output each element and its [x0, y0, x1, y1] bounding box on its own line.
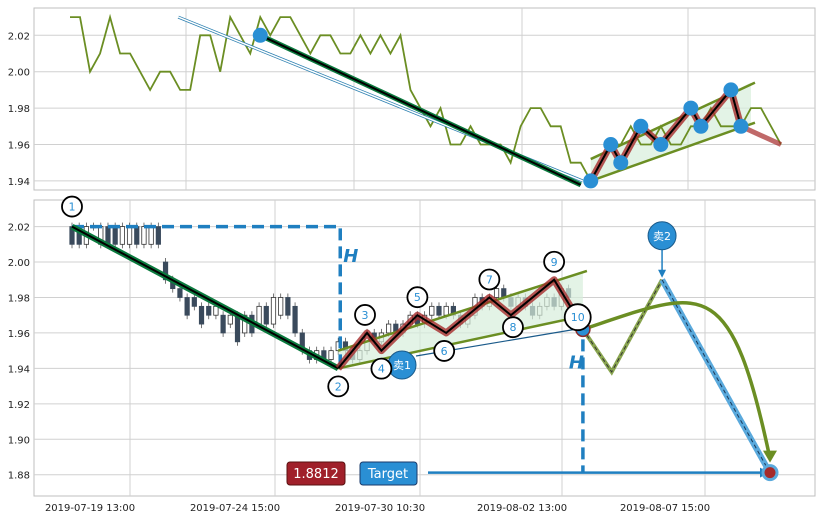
- sell2-badge: [647, 221, 677, 251]
- top-point-marker: [603, 137, 619, 152]
- h-label-top: H: [343, 246, 358, 267]
- candle-body: [134, 226, 140, 245]
- bottom-xtick-label: 2019-07-24 15:00: [190, 503, 280, 514]
- bottom-xtick-label: 2019-08-02 13:00: [477, 503, 567, 514]
- top-ytick-label: 1.96: [8, 141, 30, 152]
- target-point-marker: [761, 464, 779, 482]
- zigzag-label-text: 8: [509, 321, 516, 334]
- candle-body: [270, 297, 277, 325]
- candle-body: [177, 288, 183, 298]
- top-ytick-label: 2.02: [8, 31, 30, 42]
- candle-body: [263, 305, 269, 325]
- candle-body: [436, 305, 442, 316]
- zigzag-label-circle: [61, 195, 83, 218]
- bottom-ytick-label: 1.96: [8, 329, 30, 340]
- target-value-badge: [286, 461, 346, 486]
- zigzag-label-text: 5: [414, 291, 421, 304]
- candle-body: [493, 288, 500, 298]
- candle-body: [328, 350, 334, 360]
- top-downtrend-black: [259, 34, 582, 186]
- zigzag-label-circle: [327, 375, 350, 398]
- zigzag-label-circle: [433, 340, 456, 362]
- bottom-panel: 2.02 2.00 1.98 1.96 1.94 1.92 1.90 1.88 2019-07-…: [8, 195, 816, 514]
- projection-down-dash: [661, 279, 771, 474]
- candle-body: [278, 297, 284, 316]
- bottom-xtick-label: 2019-07-19 13:00: [45, 503, 135, 514]
- sell2-pointer-head: [658, 269, 667, 278]
- candle-body: [220, 314, 226, 334]
- zigzag-label-circle: [543, 250, 566, 273]
- candle-body: [443, 305, 449, 316]
- top-ytick-label: 1.98: [8, 104, 30, 115]
- bottom-ytick-label: 1.94: [8, 364, 30, 375]
- candle-body: [206, 305, 212, 316]
- candle-body: [191, 297, 197, 307]
- top-ytick-label: 1.94: [8, 177, 30, 188]
- zigzag-label-text: 9: [551, 256, 558, 269]
- zigzag-label-text: 7: [486, 273, 493, 286]
- zigzag-label-circle: [354, 304, 376, 326]
- bottom-ytick-label: 1.98: [8, 293, 30, 304]
- top-point-marker: [683, 100, 699, 116]
- candle-body: [126, 226, 133, 245]
- zigzag-label-text: 2: [335, 380, 342, 393]
- candle-body: [141, 226, 147, 245]
- candle-body: [155, 226, 161, 245]
- bottom-ytick-label: 2.00: [8, 258, 30, 269]
- zigzag-label-circle: [406, 286, 429, 309]
- candle-body: [112, 226, 118, 245]
- zigzag-label-text: 3: [362, 309, 369, 322]
- candle-body: [256, 305, 262, 325]
- zigzag-label-text: 1: [69, 201, 76, 214]
- zigzag-label-circle: [563, 303, 592, 332]
- top-point-marker: [693, 118, 709, 134]
- target-value-text: 1.8812: [293, 467, 339, 482]
- sell2-label: 卖2: [653, 230, 671, 243]
- candle-body: [148, 226, 154, 245]
- candle-body: [234, 314, 241, 343]
- zigzag-label-circle: [502, 316, 524, 339]
- zigzag-label-circle: [478, 268, 501, 291]
- candle-body: [184, 297, 190, 316]
- top-point-marker: [252, 27, 268, 43]
- top-point-marker: [613, 155, 629, 171]
- h-label-bottom: H: [569, 352, 584, 373]
- top-ytick-label: 2.00: [8, 68, 30, 79]
- bottom-ytick-label: 1.92: [8, 400, 30, 411]
- zigzag-label-text: 6: [441, 345, 448, 358]
- zigzag-label-text: 10: [571, 311, 585, 324]
- top-panel: 2.02 2.00 1.98 1.96 1.94: [8, 7, 816, 191]
- candle-body: [213, 305, 219, 316]
- zigzag-label-circle: [370, 357, 393, 380]
- top-point-marker: [653, 137, 669, 152]
- candle-body: [227, 314, 233, 325]
- top-point-marker: [633, 118, 649, 134]
- bottom-downtrend-black: [71, 225, 339, 370]
- candle-body: [285, 297, 291, 316]
- bottom-xtick-label: 2019-07-30 10:30: [335, 503, 425, 514]
- top-point-marker: [733, 118, 749, 134]
- top-point-marker: [583, 173, 599, 189]
- zigzag-label-text: 4: [378, 363, 385, 376]
- sell1-label: 卖1: [393, 359, 411, 372]
- candle-body: [386, 323, 392, 334]
- target-label-text: Target: [367, 467, 408, 482]
- candle-body: [198, 305, 205, 325]
- bottom-ytick-label: 1.88: [8, 471, 30, 482]
- top-point-marker: [723, 82, 739, 98]
- top-channel-lower: [590, 121, 756, 183]
- h-measure-dashed: [72, 224, 342, 369]
- candle-body: [119, 226, 125, 245]
- top-plot-frame: [33, 7, 816, 191]
- target-arc-arrowhead: [763, 450, 777, 463]
- target-label-badge: [359, 461, 418, 486]
- candle-body: [292, 305, 298, 334]
- bottom-xtick-label: 2019-08-07 15:00: [620, 503, 710, 514]
- bottom-ytick-label: 2.02: [8, 223, 30, 234]
- bottom-ytick-label: 1.90: [8, 435, 30, 446]
- candle-body: [429, 305, 435, 316]
- target-arc-arrow: [582, 301, 772, 459]
- bottom-zigzag-black: [337, 278, 577, 370]
